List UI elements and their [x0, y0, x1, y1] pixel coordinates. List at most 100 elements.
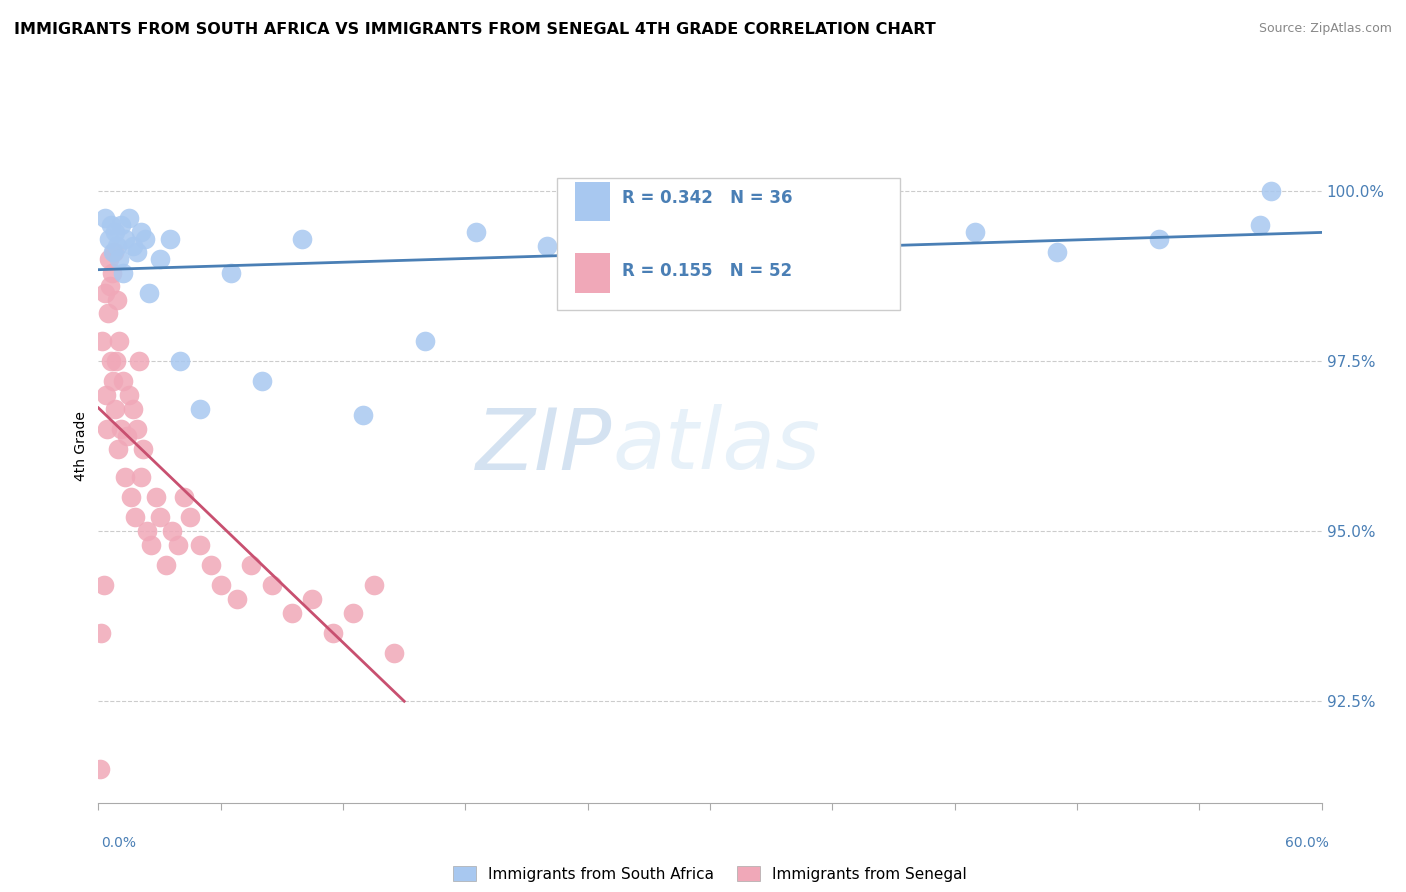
Point	[118, 211, 141, 226]
Text: Source: ZipAtlas.com: Source: ZipAtlas.com	[1258, 22, 1392, 36]
Point	[138, 286, 160, 301]
Point	[107, 442, 129, 457]
Point	[413, 334, 436, 348]
Point	[105, 238, 128, 252]
Point	[862, 238, 884, 252]
Point	[110, 422, 132, 436]
Point	[209, 578, 232, 592]
Point	[1260, 184, 1282, 198]
Point	[122, 401, 145, 416]
Point	[118, 388, 141, 402]
Point	[100, 266, 122, 280]
FancyBboxPatch shape	[575, 253, 610, 293]
Text: IMMIGRANTS FROM SOUTH AFRICA VS IMMIGRANTS FROM SENEGAL 4TH GRADE CORRELATION CH: IMMIGRANTS FROM SOUTH AFRICA VS IMMIGRAN…	[14, 22, 936, 37]
Point	[101, 245, 124, 260]
Point	[159, 232, 181, 246]
Point	[200, 558, 222, 572]
Point	[124, 510, 146, 524]
Point	[104, 225, 127, 239]
Point	[97, 306, 120, 320]
Point	[91, 334, 114, 348]
Point	[129, 469, 152, 483]
Point	[301, 591, 323, 606]
Point	[141, 537, 163, 551]
FancyBboxPatch shape	[575, 182, 610, 221]
Point	[169, 354, 191, 368]
Text: R = 0.155   N = 52: R = 0.155 N = 52	[621, 262, 792, 280]
Point	[780, 225, 803, 239]
Point	[1147, 232, 1170, 246]
Point	[108, 252, 131, 266]
Point	[1045, 245, 1069, 260]
Text: R = 0.342   N = 36: R = 0.342 N = 36	[621, 189, 793, 207]
Point	[226, 591, 249, 606]
Point	[342, 606, 364, 620]
Point	[98, 279, 121, 293]
Point	[250, 375, 273, 389]
Legend: Immigrants from South Africa, Immigrants from Senegal: Immigrants from South Africa, Immigrants…	[447, 860, 973, 888]
Text: 0.0%: 0.0%	[101, 836, 136, 850]
Point	[617, 245, 640, 260]
Point	[114, 232, 136, 246]
Point	[127, 245, 149, 260]
Point	[1249, 218, 1271, 232]
Point	[382, 646, 405, 660]
Point	[145, 490, 167, 504]
Point	[101, 375, 124, 389]
Point	[97, 232, 120, 246]
Point	[188, 401, 212, 416]
Point	[699, 232, 721, 246]
Point	[96, 422, 118, 436]
Point	[363, 578, 385, 592]
Point	[104, 401, 127, 416]
Point	[111, 266, 134, 280]
Point	[219, 266, 242, 280]
Text: atlas: atlas	[612, 404, 820, 488]
Point	[115, 429, 138, 443]
Point	[179, 510, 201, 524]
Point	[352, 409, 374, 423]
Point	[104, 354, 127, 368]
Point	[149, 510, 172, 524]
Point	[93, 211, 115, 226]
Point	[160, 524, 183, 538]
Point	[122, 238, 145, 252]
Point	[103, 245, 125, 260]
Point	[120, 490, 142, 504]
FancyBboxPatch shape	[557, 178, 900, 310]
Point	[108, 334, 131, 348]
Point	[136, 524, 159, 538]
Point	[167, 537, 190, 551]
Point	[93, 578, 115, 592]
Point	[188, 537, 212, 551]
Point	[93, 286, 115, 301]
Point	[90, 626, 112, 640]
Point	[260, 578, 283, 592]
Point	[127, 422, 149, 436]
Point	[110, 218, 132, 232]
Point	[240, 558, 263, 572]
Point	[111, 375, 134, 389]
Text: 60.0%: 60.0%	[1285, 836, 1329, 850]
Point	[114, 469, 136, 483]
Point	[322, 626, 344, 640]
Point	[89, 762, 111, 776]
Point	[291, 232, 314, 246]
Point	[173, 490, 195, 504]
Point	[97, 252, 120, 266]
Point	[132, 442, 155, 457]
Y-axis label: 4th Grade: 4th Grade	[75, 411, 89, 481]
Point	[94, 388, 117, 402]
Point	[129, 225, 152, 239]
Point	[281, 606, 304, 620]
Point	[134, 232, 156, 246]
Point	[965, 225, 987, 239]
Point	[155, 558, 177, 572]
Point	[105, 293, 128, 307]
Point	[128, 354, 150, 368]
Point	[100, 218, 122, 232]
Point	[464, 225, 486, 239]
Point	[100, 354, 122, 368]
Point	[536, 238, 558, 252]
Text: ZIP: ZIP	[475, 404, 612, 488]
